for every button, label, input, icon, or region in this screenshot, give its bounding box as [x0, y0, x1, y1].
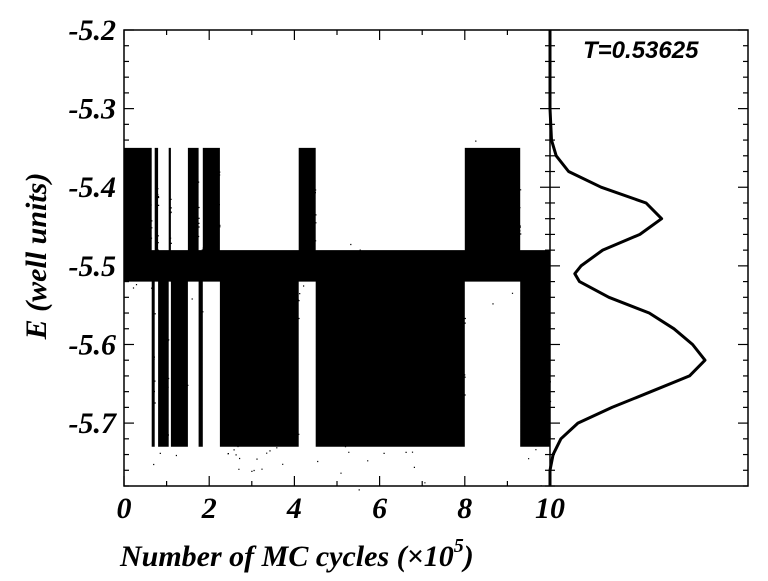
- plot-frame: [123, 29, 749, 487]
- tick-labels: 0 2 4 6 8 10 -5.2 -5.3 -5.4 -5.5 -5.6 -5.7: [69, 14, 566, 525]
- x-tick-label: 6: [372, 492, 387, 525]
- energy-trace-points: [124, 140, 552, 491]
- x-tick-label: 2: [201, 492, 217, 525]
- y-tick-label: -5.4: [69, 171, 117, 204]
- energy-trace: [124, 140, 552, 491]
- y-tick-label: -5.2: [69, 14, 117, 47]
- axes: [123, 29, 749, 487]
- y-axis-title: E (well units): [20, 173, 53, 341]
- y-tick-label: -5.3: [69, 93, 117, 126]
- x-tick-label: 8: [457, 492, 472, 525]
- x-tick-label: 10: [535, 492, 565, 525]
- energy-distribution-panel: [548, 30, 707, 486]
- x-tick-label: 4: [286, 492, 302, 525]
- y-tick-label: -5.5: [69, 250, 117, 283]
- temperature-annotation: T=0.53625: [583, 37, 699, 64]
- x-axis-title: Number of MC cycles (×105): [119, 535, 474, 573]
- x-tick-label: 0: [117, 492, 132, 525]
- y-tick-label: -5.6: [69, 328, 117, 361]
- y-tick-label: -5.7: [69, 407, 117, 440]
- energy-histogram-curve: [548, 30, 707, 486]
